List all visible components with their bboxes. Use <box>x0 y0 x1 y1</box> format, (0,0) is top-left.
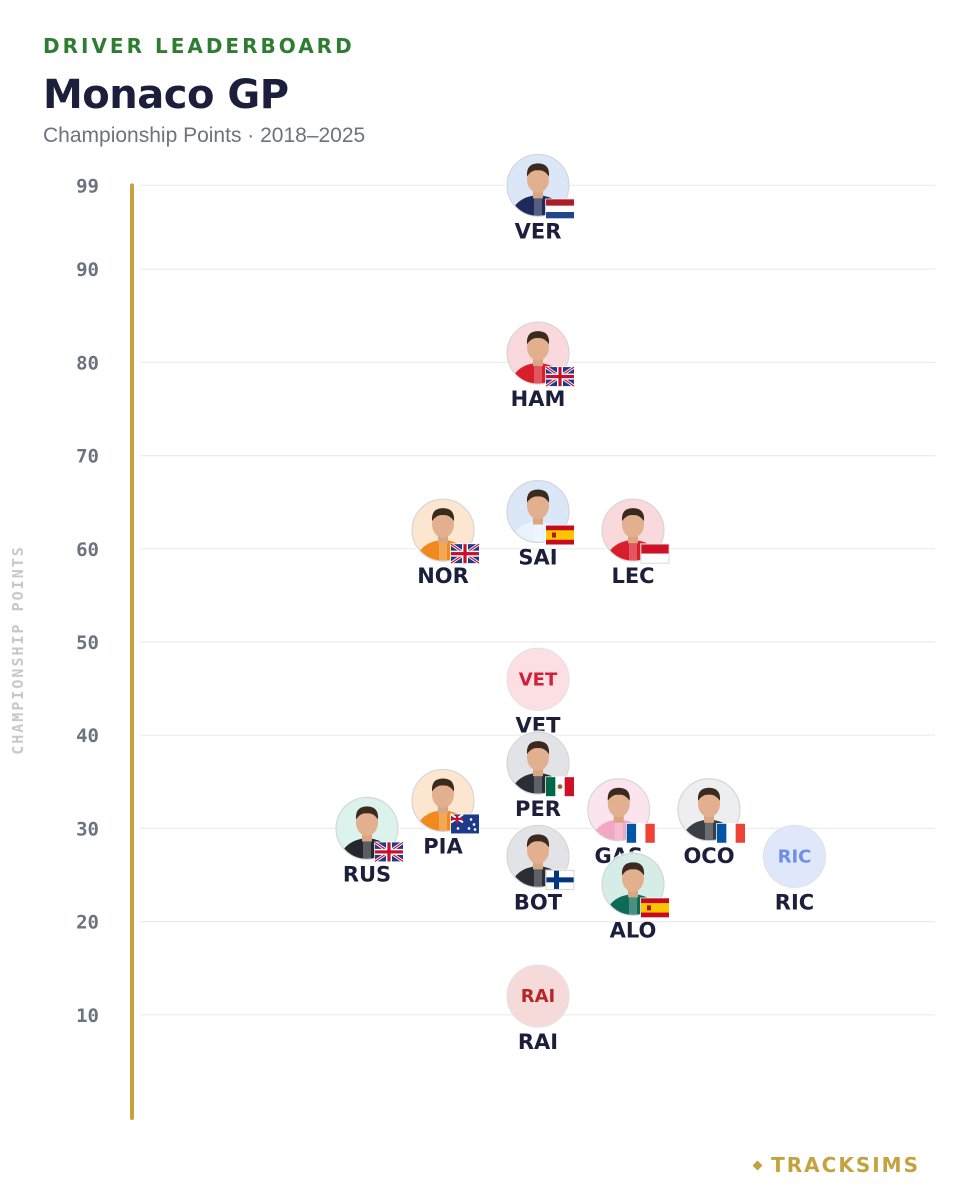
driver-point-ver: VER <box>505 152 575 243</box>
badge-code: RAI <box>521 986 556 1007</box>
y-tick-label: 90 <box>76 259 99 281</box>
y-axis-label: CHAMPIONSHIP POINTS <box>9 545 27 755</box>
y-tick-label: 20 <box>76 912 99 934</box>
flag-mc-icon <box>640 543 670 564</box>
driver-point-oco: OCO <box>676 777 746 868</box>
driver-badge <box>762 824 827 888</box>
brand-logo: TRACKSIMS <box>752 1153 920 1177</box>
chart-title: Monaco GP <box>43 72 289 118</box>
y-tick-label: 60 <box>76 539 99 561</box>
driver-label: RIC <box>775 890 814 914</box>
driver-point-per: PER <box>505 730 575 821</box>
driver-label: RUS <box>343 862 391 886</box>
driver-point-lec: LEC <box>600 497 670 588</box>
driver-badge <box>506 647 570 711</box>
driver-point-sai: SAI <box>505 478 575 570</box>
driver-point-ric: RIC RIC <box>762 824 827 914</box>
y-tick-label: 40 <box>76 725 99 747</box>
flag-gb-icon <box>374 841 404 863</box>
face <box>527 165 549 193</box>
chart-eyebrow: DRIVER LEADERBOARD <box>43 34 355 58</box>
driver-label: PIA <box>423 834 463 858</box>
driver-point-pia: PIA <box>410 767 480 858</box>
driver-point-alo: ALO <box>600 851 670 942</box>
face <box>622 510 644 538</box>
driver-badge <box>506 964 570 1028</box>
driver-point-nor: NOR <box>410 497 480 588</box>
flag-gb-icon <box>545 365 575 388</box>
flag-au-icon <box>450 813 480 835</box>
y-tick-label: 70 <box>76 446 99 468</box>
face <box>432 510 454 538</box>
driver-label: VER <box>515 219 562 243</box>
driver-label: RAI <box>518 1030 558 1054</box>
diamond-icon <box>752 1160 763 1170</box>
face <box>527 836 549 864</box>
face <box>356 808 378 836</box>
driver-label: SAI <box>518 546 557 570</box>
driver-label: BOT <box>514 890 563 914</box>
badge-code: VET <box>519 669 558 690</box>
driver-label: OCO <box>683 844 734 868</box>
y-tick-label: 50 <box>76 632 99 654</box>
y-axis: 10 20 30 40 50 60 70 80 90 99 <box>76 175 134 1120</box>
chart-subtitle: Championship Points · 2018–2025 <box>43 124 366 147</box>
driver-label: ALO <box>610 918 657 942</box>
flag-nl-icon <box>545 198 575 220</box>
y-tick-label: 10 <box>76 1005 99 1027</box>
face <box>527 492 549 520</box>
flag-fr-icon <box>716 823 746 844</box>
driver-label: LEC <box>611 564 654 588</box>
brand-name: TRACKSIMS <box>771 1153 920 1177</box>
driver-point-ham: HAM <box>505 320 575 411</box>
flag-fr-icon <box>626 823 656 844</box>
flag-fi-icon <box>545 869 575 891</box>
face <box>698 790 720 818</box>
face <box>607 790 630 818</box>
flag-es-icon <box>545 524 575 546</box>
y-tick-label: 80 <box>76 352 99 374</box>
face <box>622 864 644 892</box>
face <box>527 743 549 771</box>
badge-code: RIC <box>778 846 812 867</box>
face <box>432 780 454 808</box>
driver-label: NOR <box>417 564 469 588</box>
y-tick-label: 99 <box>76 175 99 197</box>
driver-point-bot: BOT <box>505 823 575 914</box>
flag-gb-icon <box>450 542 480 565</box>
driver-label: PER <box>515 797 561 821</box>
driver-point-rus: RUS <box>334 795 404 886</box>
flag-es-icon <box>640 897 670 919</box>
driver-label: HAM <box>511 387 566 411</box>
y-tick-label: 30 <box>76 818 99 840</box>
flag-mx-icon <box>545 776 575 797</box>
driver-point-rai: RAI RAI <box>506 964 570 1054</box>
driver-point-gas: GAS <box>586 777 656 868</box>
face <box>527 333 549 361</box>
